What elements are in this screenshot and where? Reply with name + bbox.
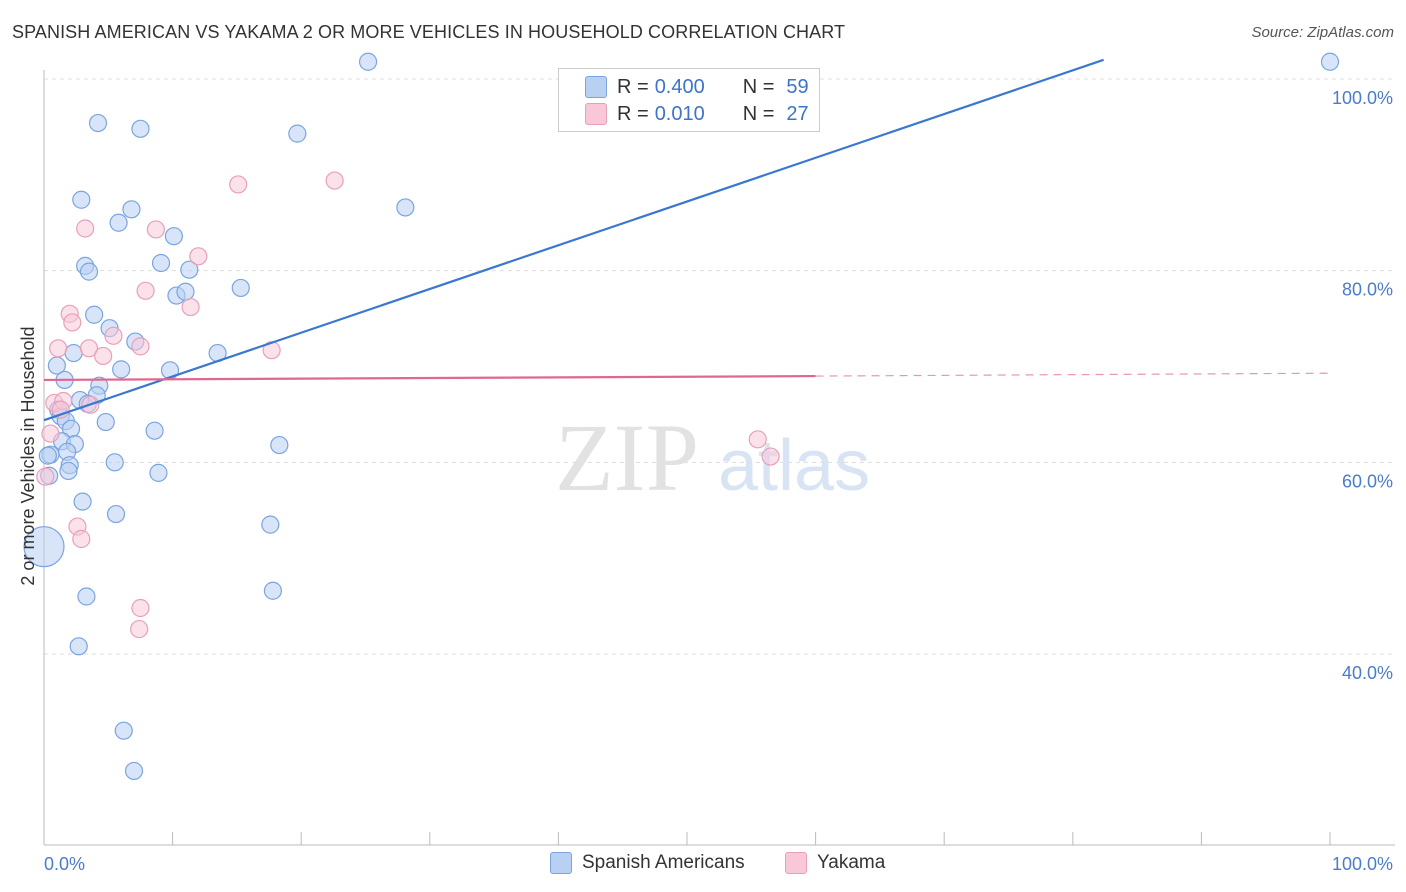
- spanish-point: [149, 463, 168, 482]
- legend-label-yakama: Yakama: [817, 852, 886, 873]
- legend-n-value: 27: [786, 102, 809, 125]
- legend-item-spanish-americans[interactable]: Spanish Americans: [550, 852, 745, 874]
- yakama-point: [146, 220, 165, 239]
- spanish-point: [23, 526, 65, 568]
- spanish-point: [38, 446, 57, 465]
- spanish-point: [1320, 52, 1340, 71]
- spanish-point: [122, 200, 141, 219]
- spanish-point: [145, 421, 164, 440]
- yakama-point: [79, 339, 99, 358]
- yakama-point: [189, 247, 208, 266]
- yakama-point: [130, 619, 149, 639]
- yakama-point: [325, 171, 344, 190]
- spanish-point: [288, 124, 307, 143]
- grid-layer: [44, 78, 1395, 655]
- yakama-point: [94, 346, 113, 366]
- stats-legend: R = 0.400 N = 59 R = 0.010 N = 27: [558, 68, 820, 132]
- yakama-point: [36, 467, 55, 486]
- trend-line-yakama-extension: [815, 372, 1331, 377]
- legend-r-value: 0.400: [654, 75, 705, 98]
- spanish-point: [77, 587, 96, 606]
- trend-line-yakama: [43, 374, 816, 382]
- spanish-point: [261, 515, 280, 534]
- spanish-point: [72, 190, 91, 209]
- series-legend: Spanish Americans Yakama: [0, 852, 1406, 878]
- spanish-point: [64, 343, 83, 363]
- yakama-point: [136, 281, 155, 300]
- legend-swatch-yakama: [585, 103, 607, 125]
- spanish-point: [164, 227, 183, 246]
- spanish-point: [96, 412, 115, 432]
- trend-line-spanish: [43, 58, 1105, 422]
- spanish-point: [263, 581, 283, 600]
- legend-row-spanish: R = 0.400 N = 59: [585, 74, 809, 100]
- spanish-point: [231, 278, 250, 298]
- spanish-point: [106, 504, 126, 524]
- spanish-point: [358, 52, 378, 71]
- yakama-point: [748, 430, 767, 449]
- spanish-point: [73, 492, 92, 511]
- chart-title: SPANISH AMERICAN VS YAKAMA 2 OR MORE VEH…: [12, 22, 846, 42]
- spanish-point: [88, 113, 108, 133]
- x-tick-label: 100.0%: [1332, 854, 1393, 874]
- trend-layer: [43, 58, 1331, 422]
- yakama-point: [131, 598, 150, 618]
- source-label: Source: ZipAtlas.com: [1251, 24, 1394, 41]
- spanish-point: [59, 461, 78, 481]
- legend-row-yakama: R = 0.010 N = 27: [585, 101, 809, 127]
- legend-swatch-spanish: [550, 852, 572, 874]
- spanish-point: [79, 262, 99, 281]
- spanish-point: [105, 453, 124, 472]
- legend-n-label: N =: [742, 102, 775, 125]
- axes-layer: 40.0% 60.0% 80.0% 100.0% 0.0% 100.0%: [43, 70, 1395, 874]
- spanish-point: [396, 198, 415, 217]
- y-tick-label: 60.0%: [1342, 471, 1393, 491]
- spanish-point: [131, 119, 150, 138]
- legend-swatch-spanish: [585, 76, 607, 98]
- legend-item-yakama[interactable]: Yakama: [785, 852, 885, 874]
- legend-swatch-yakama: [785, 852, 807, 874]
- yakama-point: [181, 297, 200, 317]
- yakama-point: [41, 424, 60, 443]
- legend-n-value: 59: [786, 75, 809, 98]
- spanish-point: [176, 282, 195, 301]
- legend-r-value: 0.010: [654, 102, 705, 125]
- spanish-point: [109, 213, 128, 232]
- watermark-atlas: atlas: [718, 426, 870, 506]
- legend-r-label: R =: [617, 102, 649, 125]
- spanish-point: [85, 305, 104, 324]
- yakama-point: [104, 326, 123, 345]
- yakama-point: [76, 219, 95, 238]
- y-axis-label: 2 or more Vehicles in Household: [18, 326, 38, 585]
- legend-n-label: N =: [742, 75, 775, 98]
- spanish-point: [69, 637, 88, 656]
- legend-r-label: R =: [617, 75, 649, 98]
- yakama-point: [229, 175, 248, 194]
- spanish-point: [114, 721, 133, 740]
- x-tick-label: 0.0%: [44, 854, 85, 874]
- legend-label-spanish: Spanish Americans: [582, 852, 745, 873]
- spanish-point: [112, 360, 131, 379]
- spanish-point: [124, 761, 144, 781]
- yakama-point: [49, 339, 68, 358]
- y-tick-label: 100.0%: [1332, 88, 1393, 108]
- y-tick-label: 40.0%: [1342, 663, 1393, 683]
- yakama-point: [761, 447, 780, 466]
- spanish-point: [180, 260, 199, 279]
- yakama-point: [63, 313, 82, 332]
- yakama-point: [131, 337, 150, 356]
- watermark-zip: ZIP: [555, 404, 699, 511]
- spanish-point: [270, 435, 289, 455]
- spanish-point: [151, 253, 171, 273]
- y-tick-label: 80.0%: [1342, 280, 1393, 300]
- yakama-point: [72, 529, 91, 549]
